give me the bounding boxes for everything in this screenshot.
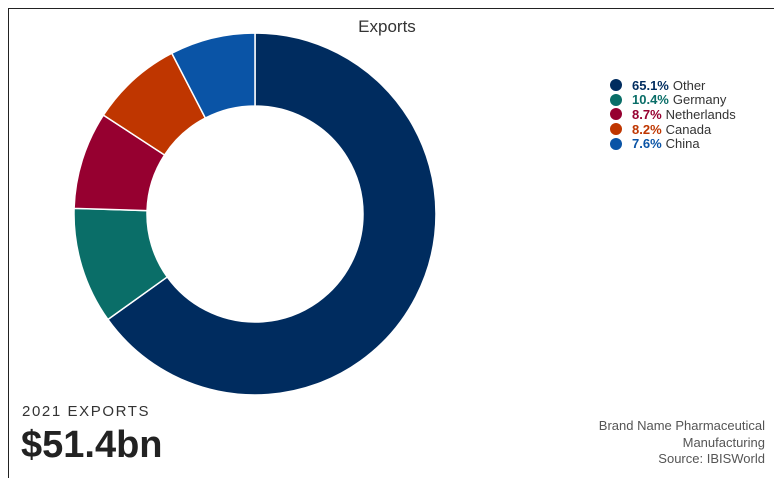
legend-value: 10.4% [632, 92, 669, 108]
legend-label: Netherlands [665, 106, 736, 122]
legend-value: 65.1% [632, 77, 669, 93]
kpi-value: $51.4bn [21, 424, 163, 466]
legend-value: 8.7% [632, 106, 662, 122]
kpi-label: 2021 EXPORTS [22, 403, 151, 420]
legend-value: 8.2% [632, 121, 662, 137]
legend-item-china: 7.6% China [610, 136, 736, 151]
source-industry-line2: Manufacturing [682, 434, 765, 450]
legend-item-canada: 8.2% Canada [610, 122, 736, 137]
slice-other [106, 32, 437, 396]
donut-chart [73, 32, 437, 396]
source-industry-line1: Brand Name Pharmaceutical [598, 418, 765, 433]
legend-swatch [610, 108, 622, 121]
chart-title: Exports [358, 17, 416, 36]
legend-value: 7.6% [632, 136, 662, 152]
chart-frame [8, 8, 774, 478]
legend-label: China [665, 136, 700, 152]
legend-swatch [610, 123, 622, 136]
legend-label: Canada [665, 121, 712, 137]
source-note: Brand Name Pharmaceutical Manufacturing … [599, 418, 765, 468]
legend-swatch [610, 79, 622, 92]
legend-swatch [610, 93, 622, 106]
legend-item-germany: 10.4% Germany [610, 92, 736, 108]
slice-china [170, 32, 256, 120]
source-credit: Source: IBISWorld [658, 451, 765, 466]
legend-item-other: 65.1% Other [610, 78, 736, 93]
legend-item-netherlands: 8.7% Netherlands [610, 107, 736, 122]
chart-legend: 65.1% Other 10.4% Germany 8.7% Netherlands 8.2… [610, 78, 736, 151]
legend-swatch [610, 137, 622, 150]
legend-label: Other [672, 77, 706, 93]
legend-label: Germany [672, 92, 727, 108]
